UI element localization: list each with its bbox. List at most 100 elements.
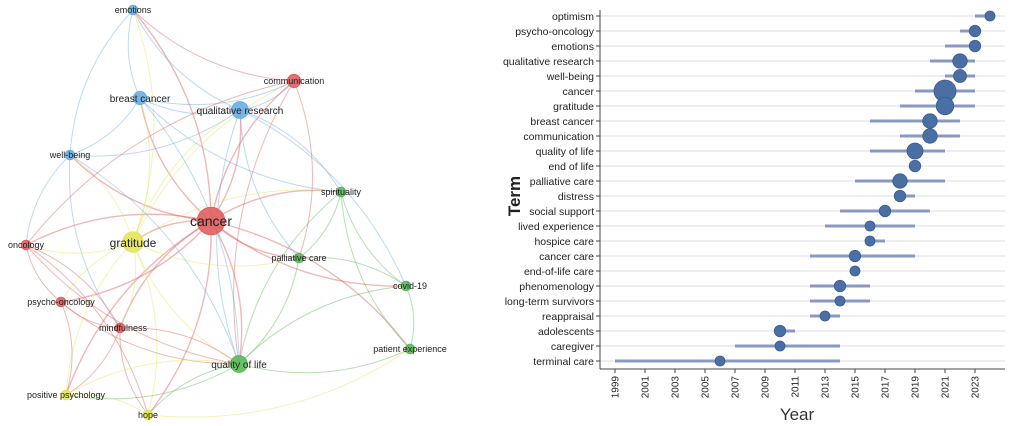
y-tick-label: cancer [562,86,594,98]
point-lived-experience [864,220,876,232]
x-tick-label: 1999 [611,376,622,399]
y-tick-label: breast cancer [530,116,594,128]
network-edge [60,241,134,303]
point-caregiver [774,340,786,352]
y-tick-label: lived experience [518,221,594,233]
network-edge [60,301,240,365]
network-edge [60,301,73,396]
network-edge [25,80,295,246]
x-tick-label: 2017 [881,376,892,399]
x-tick-label: 2007 [731,376,742,399]
network-edge [69,154,240,365]
x-tick-label: 2015 [851,376,862,399]
x-axis-title: Year [780,405,815,424]
x-tick-label: 2011 [791,376,802,398]
network-edge [239,109,407,287]
x-tick-label: 2023 [971,376,982,399]
y-tick-label: gratitude [553,101,594,113]
network-label-quality-of-life: quality of life [211,360,267,371]
y-tick-label: well-being [546,71,594,83]
network-node-spirituality [335,186,347,198]
network-label-hope: hope [138,410,158,420]
point-gratitude [935,96,955,116]
network-label-mindfulness: mindfulness [99,323,148,333]
point-long-term-survivors [834,295,846,307]
trend-points [714,10,996,367]
x-tick-label: 2009 [761,376,772,399]
network-edge [139,80,295,106]
network-edge [238,285,407,365]
network-edge [210,220,411,350]
trend-y-tick-labels: optimism psycho-oncology emotions qualitati… [503,11,600,368]
trend-topics-chart: optimism psycho-oncology emotions qualitati… [503,10,1005,424]
network-node-hope [142,409,154,421]
y-axis-title: Term [505,176,524,216]
y-tick-label: caregiver [551,341,595,353]
network-edge [65,359,240,396]
network-edge [210,189,342,222]
y-tick-label: social support [529,206,594,218]
network-nodes [20,4,416,421]
y-tick-label: reappraisal [542,311,594,323]
network-label-gratitude: gratitude [110,236,157,250]
y-tick-label: optimism [552,11,594,23]
network-label-communication: communication [264,76,325,86]
network-edge [293,80,313,259]
network-label-palliative-care: palliative care [271,253,326,263]
network-label-spirituality: spirituality [321,187,362,197]
network-label-patient-experience: patient experience [373,344,447,354]
y-tick-label: communication [523,131,594,143]
network-edge [147,363,240,416]
y-tick-label: qualitative research [503,56,594,68]
y-tick-label: palliative care [530,176,594,188]
network-node-qualitative-research [231,101,249,119]
network-edge [25,244,149,416]
point-phenomenology [833,279,847,293]
x-tick-label: 2005 [701,376,712,399]
network-edge [60,301,121,329]
network-edge [132,97,151,243]
network-edge [69,154,212,222]
y-tick-label: long-term survivors [505,296,594,308]
y-tick-label: end of life [548,161,594,173]
point-hospice-care [864,235,876,247]
network-edge [139,97,212,222]
network-edge [405,285,415,350]
point-psycho-oncology [968,24,982,38]
network-label-cancer: cancer [190,213,232,229]
y-tick-label: psycho-oncology [515,26,595,38]
trend-range-bars [615,14,990,363]
network-node-emotions [127,4,139,16]
point-quality-of-life [906,142,924,160]
network-edge [65,220,212,396]
network-edges [25,9,415,418]
network-node-covid-19 [400,280,412,292]
network-node-communication [286,73,302,89]
network-edge [69,109,241,157]
network-edge [119,220,212,329]
trend-gridlines [600,15,1005,362]
network-node-gratitude [122,231,144,253]
y-tick-label: end-of-life care [524,266,594,278]
network-label-positive-psychology: positive psychology [27,390,106,400]
network-edge [25,213,212,246]
point-adolescents [773,324,787,338]
network-node-positive-psychology [60,389,72,401]
network-edge [239,109,342,193]
point-end-of-life-care [849,265,861,277]
network-node-palliative-care [293,252,305,264]
network-edge [65,363,240,400]
network-edge [132,9,295,82]
network-edge [65,327,121,396]
network-edge [132,241,158,416]
network-node-quality-of-life [230,355,248,373]
x-tick-label: 2003 [671,376,682,399]
network-edge [132,9,212,222]
point-social-support [878,204,892,218]
network-edge [210,80,295,222]
network-label-well-being: well-being [49,150,91,160]
network-edge [60,220,212,303]
network-edge [238,257,300,365]
network-edge [25,241,134,254]
network-edge [65,393,149,416]
